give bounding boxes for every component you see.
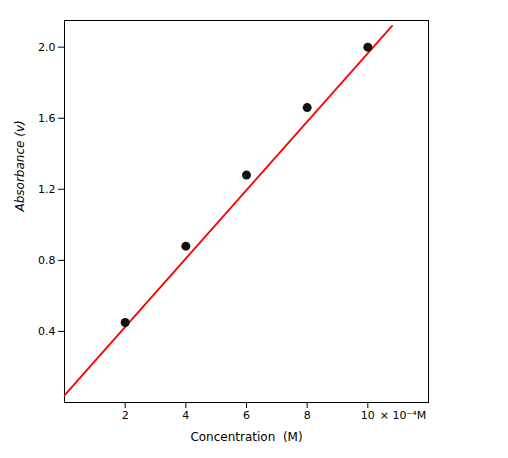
svg-text:4: 4 <box>182 409 189 422</box>
svg-text:Concentration (M): Concentration (M) <box>190 430 302 444</box>
svg-text:10: 10 <box>361 409 375 422</box>
svg-text:0.4: 0.4 <box>38 325 56 338</box>
svg-text:× 10⁻⁴M: × 10⁻⁴M <box>380 409 426 422</box>
svg-text:Absorbance (v): Absorbance (v) <box>13 120 27 212</box>
svg-text:2: 2 <box>122 409 129 422</box>
svg-text:1.6: 1.6 <box>38 112 56 125</box>
svg-text:2.0: 2.0 <box>38 41 56 54</box>
svg-text:0.8: 0.8 <box>38 254 56 267</box>
svg-text:8: 8 <box>304 409 311 422</box>
svg-text:1.2: 1.2 <box>38 183 56 196</box>
svg-text:6: 6 <box>243 409 250 422</box>
